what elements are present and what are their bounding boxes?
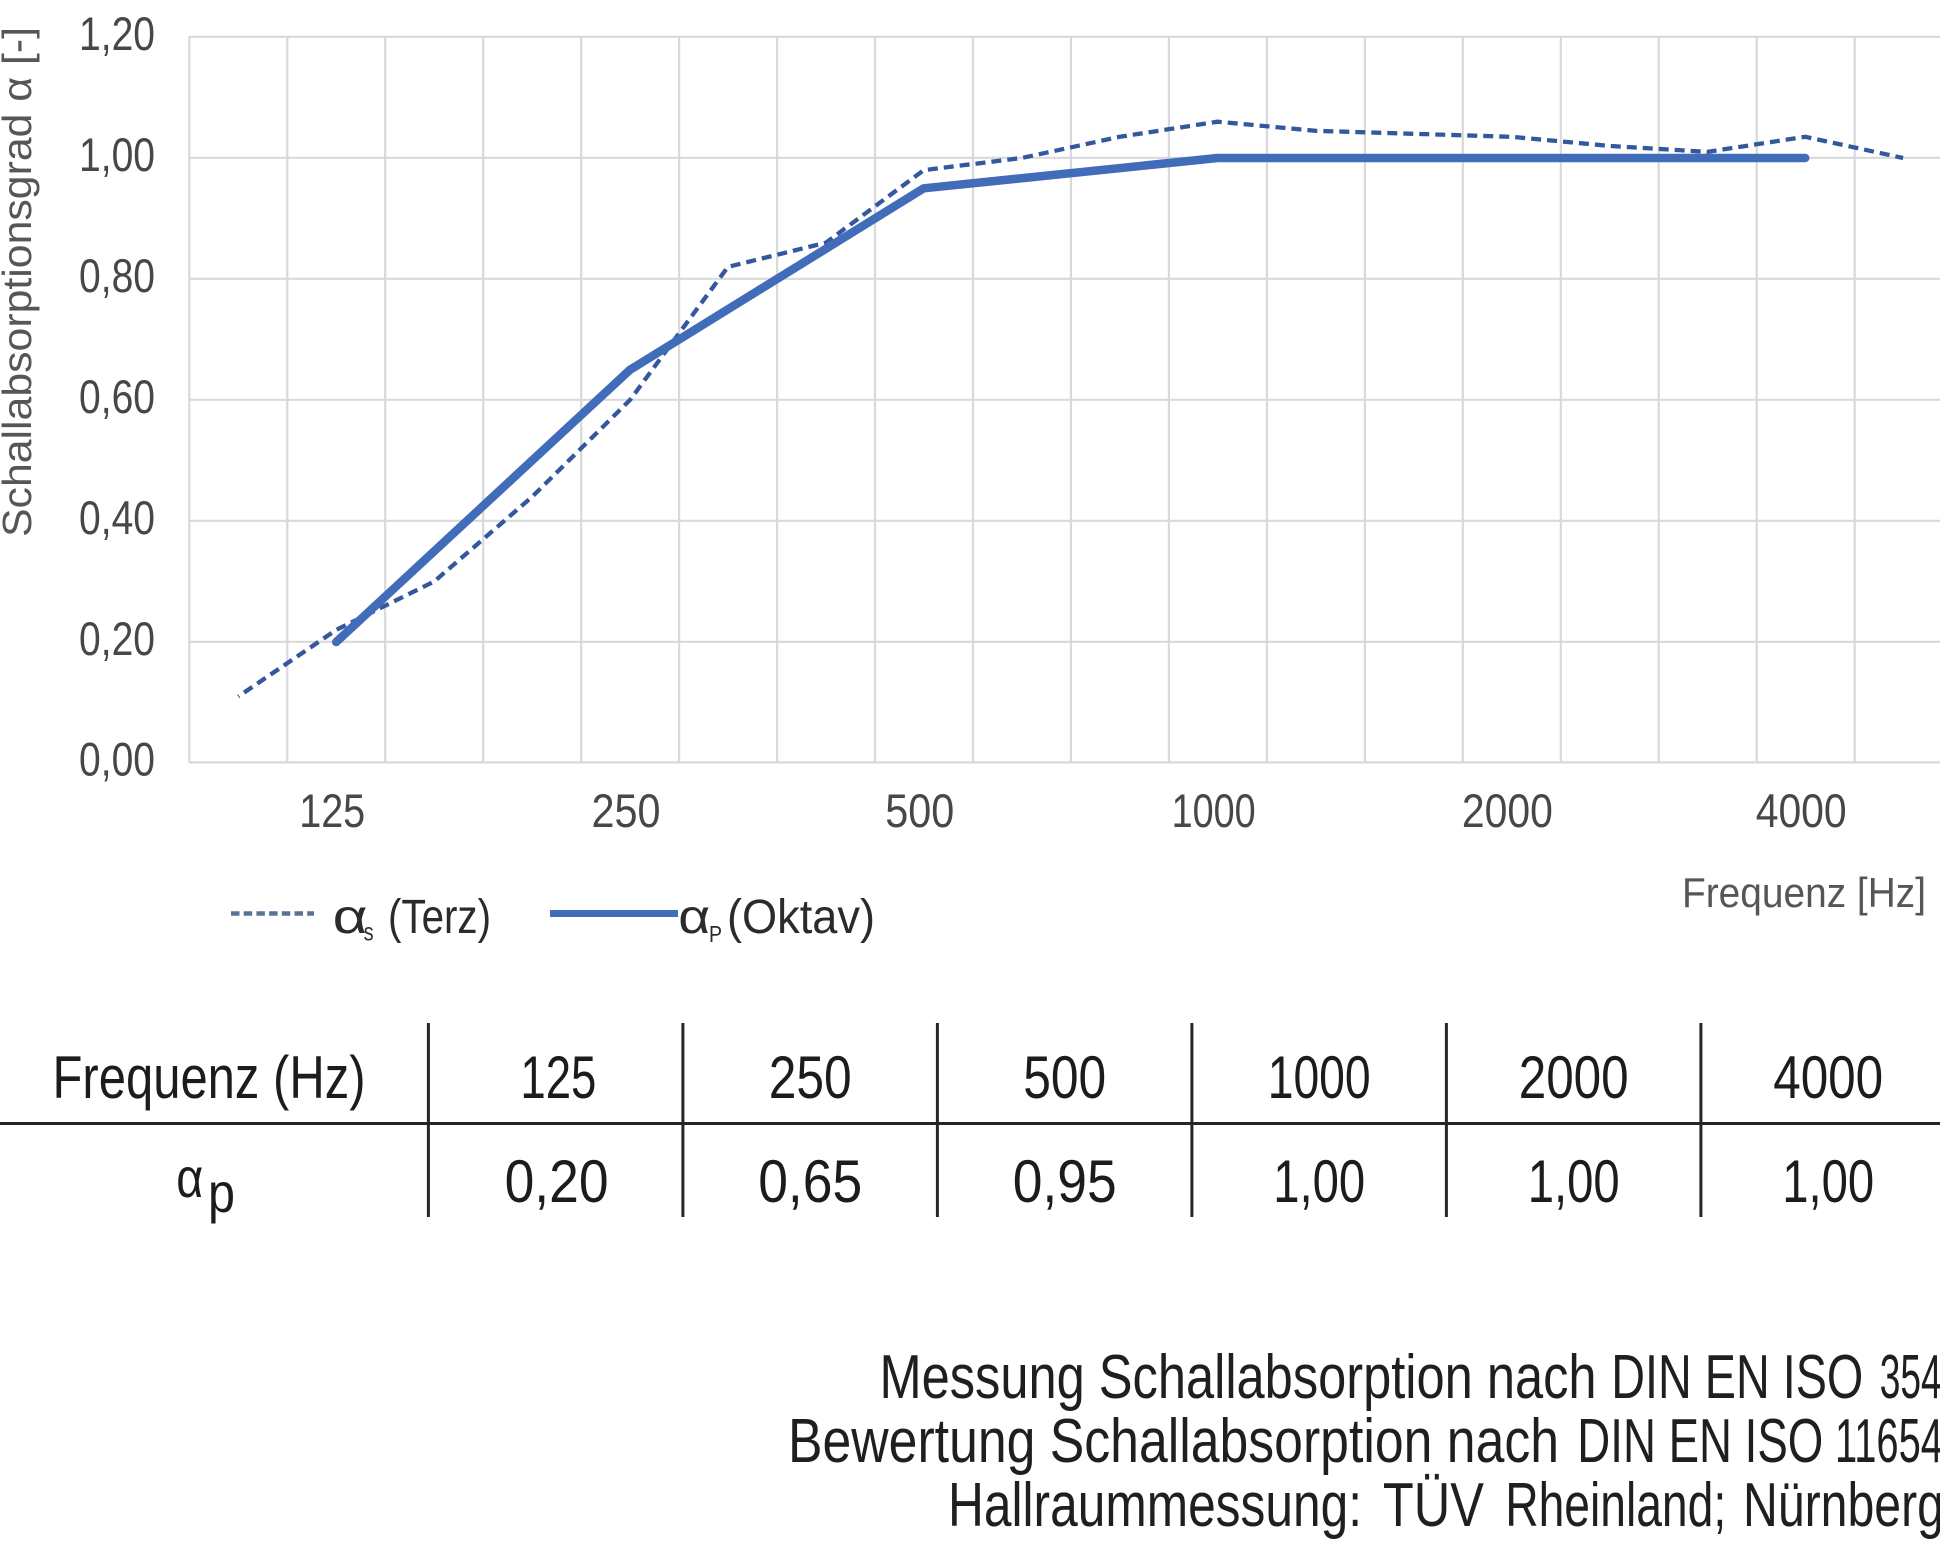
svg-text:(Oktav): (Oktav) (727, 891, 875, 944)
svg-text:125: 125 (299, 784, 365, 837)
svg-text:0,40: 0,40 (79, 491, 155, 544)
svg-text:1,00: 1,00 (79, 128, 155, 181)
svg-text:s: s (364, 919, 374, 947)
svg-text:Frequenz [Hz]: Frequenz [Hz] (1682, 869, 1926, 916)
svg-text:TÜV: TÜV (1383, 1471, 1485, 1540)
svg-text:0,95: 0,95 (1013, 1148, 1117, 1215)
svg-text:Nürnberg: Nürnberg (1743, 1471, 1940, 1540)
svg-text:125: 125 (520, 1044, 596, 1111)
svg-text:1,00: 1,00 (1782, 1148, 1874, 1215)
svg-text:250: 250 (592, 784, 661, 837)
svg-text:1,20: 1,20 (79, 7, 155, 60)
svg-text:354: 354 (1880, 1343, 1940, 1412)
svg-text:0,60: 0,60 (79, 370, 155, 423)
svg-text:Schallabsorptionsgrad α [-]: Schallabsorptionsgrad α [-] (0, 27, 40, 537)
svg-text:α: α (678, 891, 710, 944)
svg-text:1000: 1000 (1268, 1044, 1371, 1111)
svg-text:4000: 4000 (1756, 784, 1847, 837)
svg-text:1,00: 1,00 (1528, 1148, 1620, 1215)
svg-text:P: P (709, 921, 722, 947)
svg-text:α: α (176, 1146, 203, 1209)
svg-text:0,80: 0,80 (79, 249, 155, 302)
svg-text:2000: 2000 (1519, 1044, 1629, 1111)
svg-text:0,20: 0,20 (79, 612, 155, 665)
svg-text:0,00: 0,00 (79, 732, 155, 785)
svg-text:4000: 4000 (1773, 1044, 1883, 1111)
svg-text:0,65: 0,65 (758, 1148, 862, 1215)
svg-text:Bewertung Schallabsorption nac: Bewertung Schallabsorption nach (788, 1407, 1559, 1476)
svg-text:2000: 2000 (1462, 784, 1553, 837)
svg-text:1,00: 1,00 (1273, 1148, 1365, 1215)
svg-text:Hallraummessung:: Hallraummessung: (948, 1471, 1362, 1540)
svg-text:Rheinland;: Rheinland; (1505, 1471, 1726, 1540)
svg-text:500: 500 (1023, 1044, 1106, 1111)
svg-text:1000: 1000 (1172, 784, 1256, 837)
svg-text:α: α (333, 891, 368, 944)
svg-text:250: 250 (769, 1044, 852, 1111)
svg-text:500: 500 (885, 784, 954, 837)
svg-text:p: p (208, 1161, 235, 1224)
svg-text:0,20: 0,20 (505, 1148, 609, 1215)
svg-text:DIN EN ISO: DIN EN ISO (1577, 1407, 1823, 1476)
svg-text:(Terz): (Terz) (388, 891, 491, 944)
svg-text:Frequenz (Hz): Frequenz (Hz) (53, 1044, 366, 1111)
svg-text:Messung Schallabsorption nach: Messung Schallabsorption nach (880, 1343, 1597, 1412)
svg-text:11654: 11654 (1835, 1407, 1940, 1476)
svg-text:DIN EN ISO: DIN EN ISO (1611, 1343, 1863, 1412)
